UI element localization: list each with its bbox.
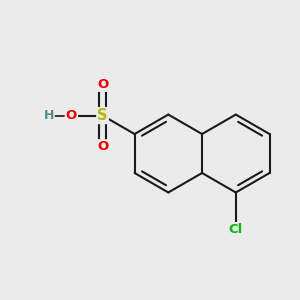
Text: O: O	[66, 109, 77, 122]
Text: H: H	[44, 109, 54, 122]
Text: S: S	[97, 108, 108, 123]
Text: Cl: Cl	[229, 223, 243, 236]
Text: O: O	[97, 140, 108, 153]
Text: O: O	[97, 78, 108, 91]
